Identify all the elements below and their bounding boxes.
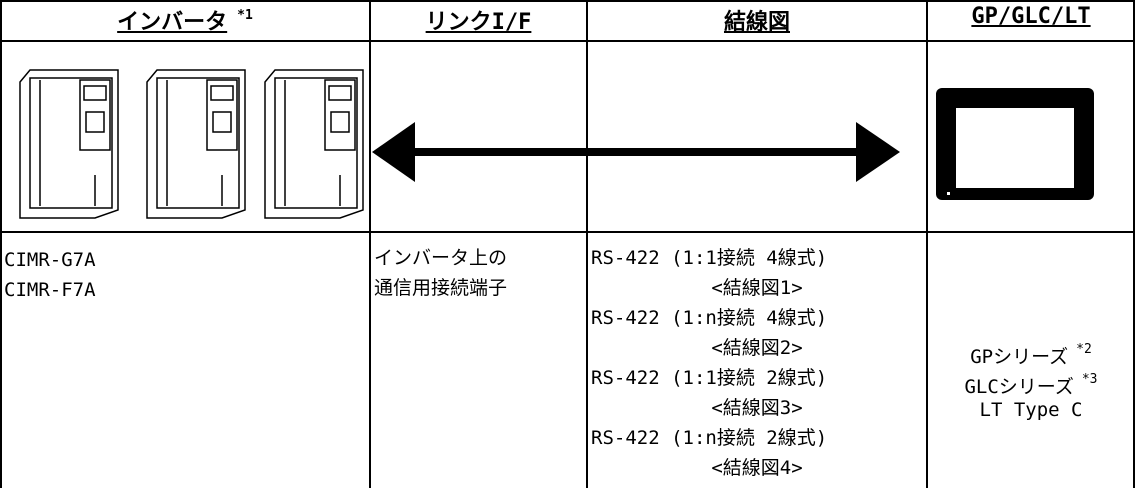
wiring-line: RS-422 (1:1接続 4線式) — [591, 247, 828, 269]
illustration — [19, 69, 1094, 219]
header: GP/GLC/LT — [971, 4, 1091, 29]
wiring-line: RS-422 (1:n接続 2線式) — [591, 427, 828, 449]
border — [0, 40, 1135, 42]
device: CIMR-F7A — [4, 279, 96, 301]
border — [369, 0, 371, 488]
border — [586, 0, 588, 488]
inverter — [19, 69, 119, 219]
link-if: 通信用接続端子 — [374, 277, 508, 299]
display — [936, 88, 1094, 200]
wiring-line: <結線図4> — [711, 457, 803, 479]
wiring-line: RS-422 (1:1接続 2線式) — [591, 367, 828, 389]
header: 結線図 — [723, 10, 790, 35]
border — [0, 231, 1135, 233]
device: CIMR-G7A — [4, 249, 96, 271]
target: GLCシリーズ *3 — [927, 365, 1135, 402]
link-if: インバータ上の — [374, 247, 508, 269]
target-text: GPシリーズ — [970, 346, 1069, 368]
target: GPシリーズ *2 — [927, 335, 1135, 372]
target: LT Type C — [927, 395, 1135, 425]
wiring-line: <結線図1> — [711, 277, 803, 299]
wiring-line: RS-422 (1:n接続 4線式) — [591, 307, 828, 329]
inverters — [19, 69, 364, 219]
border — [926, 0, 928, 488]
header-text: インバータ — [117, 10, 228, 35]
target-text: GLCシリーズ — [964, 376, 1074, 398]
border — [0, 0, 1135, 2]
wiring-line: <結線図3> — [711, 397, 803, 419]
header: リンクI/F — [425, 10, 532, 35]
target-text: LT Type C — [979, 399, 1083, 421]
inverter — [264, 69, 364, 219]
border — [1133, 0, 1135, 488]
wiring-line: <結線図2> — [711, 337, 803, 359]
arrow — [372, 122, 900, 182]
border — [0, 0, 2, 488]
header: インバータ *1 — [0, 4, 370, 36]
inverter — [146, 69, 246, 219]
footnote-mark: *3 — [1081, 372, 1098, 387]
footnote-mark: *1 — [237, 8, 253, 23]
footnote-mark: *2 — [1076, 342, 1092, 357]
